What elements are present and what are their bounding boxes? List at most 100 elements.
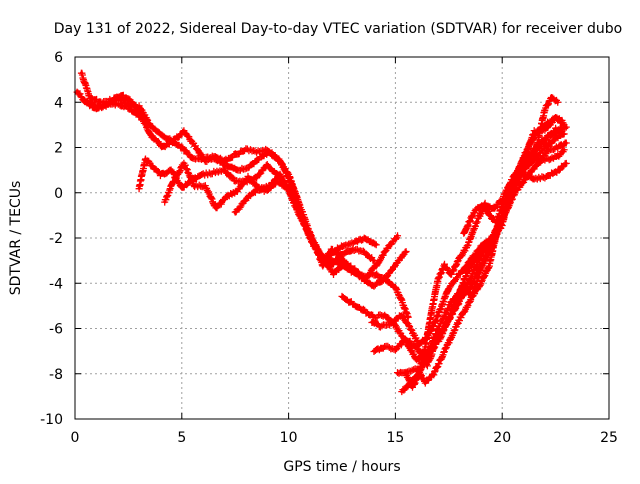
- data-point: [479, 268, 483, 272]
- data-point: [233, 179, 237, 183]
- data-point: [107, 103, 111, 107]
- data-point: [468, 259, 472, 263]
- data-point: [120, 93, 124, 97]
- plot-border: [74, 56, 610, 420]
- data-point: [389, 322, 393, 326]
- data-point: [447, 286, 451, 290]
- data-point: [193, 143, 197, 147]
- data-point: [556, 155, 560, 159]
- data-point: [564, 141, 568, 145]
- y-tick-label: -4: [49, 276, 63, 292]
- data-point: [534, 146, 538, 149]
- data-point: [370, 320, 374, 324]
- data-point: [479, 281, 483, 285]
- data-point: [378, 324, 382, 328]
- data-point: [163, 200, 167, 204]
- data-point: [436, 340, 440, 344]
- data-point: [235, 188, 239, 192]
- data-point: [500, 204, 504, 208]
- data-point: [214, 207, 218, 211]
- data-point: [372, 259, 376, 263]
- data-point: [361, 250, 365, 254]
- data-point: [244, 148, 248, 152]
- data-point: [351, 302, 355, 306]
- data-point: [265, 164, 269, 168]
- data-point: [475, 207, 479, 211]
- series-track-15: [520, 159, 570, 183]
- x-tick-label: 0: [71, 430, 80, 446]
- data-point: [331, 272, 335, 276]
- data-point: [255, 150, 259, 154]
- data-point: [543, 139, 547, 143]
- data-point: [423, 381, 427, 385]
- data-point: [372, 284, 376, 288]
- data-point: [287, 186, 291, 190]
- data-point: [257, 157, 261, 161]
- data-point: [393, 286, 397, 290]
- data-point: [556, 146, 560, 149]
- data-point: [543, 146, 547, 149]
- data-point: [361, 308, 365, 312]
- data-point: [203, 184, 207, 188]
- y-tick-label: -2: [49, 231, 63, 247]
- data-point: [479, 245, 483, 249]
- data-point: [171, 139, 175, 143]
- data-point: [547, 157, 551, 161]
- data-point: [513, 182, 517, 186]
- data-point: [453, 299, 457, 303]
- data-point: [88, 96, 92, 100]
- data-point: [201, 173, 205, 177]
- data-point: [530, 159, 534, 163]
- data-point: [430, 308, 434, 312]
- data-point: [449, 272, 453, 276]
- data-point: [532, 177, 536, 181]
- data-point: [468, 277, 472, 281]
- data-point: [139, 116, 143, 120]
- y-tick-label: -8: [49, 367, 63, 383]
- data-point: [487, 263, 491, 267]
- data-point: [265, 188, 269, 192]
- data-point: [383, 277, 387, 281]
- data-point: [436, 327, 440, 330]
- data-point: [468, 218, 472, 222]
- data-point: [193, 184, 197, 188]
- y-tick-label: -6: [49, 322, 63, 338]
- data-point: [423, 345, 427, 349]
- data-point: [457, 272, 461, 276]
- data-point: [462, 281, 466, 285]
- data-point: [457, 256, 461, 260]
- data-point: [342, 261, 346, 265]
- data-point: [190, 157, 194, 161]
- data-point: [447, 304, 451, 308]
- data-point: [554, 127, 558, 131]
- data-point: [182, 161, 186, 165]
- data-point: [203, 159, 207, 163]
- data-point: [225, 195, 229, 199]
- data-point: [449, 336, 453, 340]
- data-point: [385, 247, 389, 251]
- data-point: [223, 168, 227, 172]
- data-point: [340, 252, 344, 256]
- data-point: [278, 173, 282, 177]
- data-point: [415, 345, 419, 349]
- data-point: [96, 105, 100, 109]
- x-tick-label: 15: [386, 430, 404, 446]
- data-point: [79, 71, 83, 75]
- data-point: [526, 155, 530, 159]
- series-track-6: [231, 177, 378, 268]
- data-point: [212, 170, 216, 174]
- data-point: [353, 241, 357, 245]
- data-point: [158, 173, 162, 177]
- data-point: [396, 372, 400, 376]
- data-point: [351, 247, 355, 251]
- y-tick-label: 0: [54, 186, 63, 202]
- data-point: [383, 345, 387, 349]
- data-point: [246, 175, 250, 179]
- data-point: [470, 295, 474, 299]
- data-point: [554, 170, 558, 174]
- data-point: [255, 175, 259, 179]
- data-point: [400, 313, 404, 317]
- data-point: [522, 164, 526, 168]
- data-point: [468, 299, 472, 303]
